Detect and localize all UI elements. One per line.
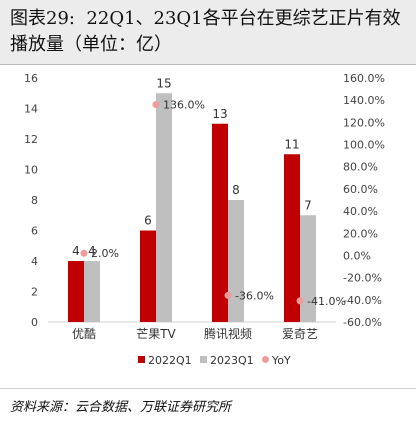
yoy-point xyxy=(296,297,304,305)
yoy-series: 2.0% 136.0% -36.0% -41.0% xyxy=(80,99,346,308)
yoy-point xyxy=(80,249,88,257)
bar-series: 4 4 6 15 13 8 11 7 xyxy=(68,76,316,322)
right-tick-label: 0.0% xyxy=(343,249,371,262)
yoy-label: 136.0% xyxy=(163,99,205,112)
left-tick-label: 14 xyxy=(24,103,38,116)
yoy-label: 2.0% xyxy=(91,247,119,260)
yoy-label: -36.0% xyxy=(235,289,274,302)
legend-swatch xyxy=(262,356,269,363)
legend-label: 2023Q1 xyxy=(210,354,254,367)
legend-label: YoY xyxy=(271,354,291,367)
right-tick-label: 40.0% xyxy=(343,205,378,218)
category-label: 芒果TV xyxy=(136,326,176,341)
bar-2022Q1 xyxy=(68,261,84,322)
legend-label: 2022Q1 xyxy=(148,354,192,367)
category-label: 爱奇艺 xyxy=(282,327,318,341)
legend-swatch xyxy=(200,356,207,363)
right-tick-label: -20.0% xyxy=(343,272,382,285)
category-label: 腾讯视频 xyxy=(204,326,252,341)
source-note: 资料来源：云合数据、万联证券研究所 xyxy=(10,400,232,415)
yoy-point xyxy=(152,101,160,109)
right-tick-label: 160.0% xyxy=(343,72,385,85)
left-tick-label: 0 xyxy=(31,316,38,329)
bar-value-label: 8 xyxy=(232,183,240,197)
left-tick-label: 16 xyxy=(24,72,38,85)
right-axis: -60.0% -40.0% -20.0% 0.0% 20.0% 40.0% 60.0% 80.… xyxy=(343,72,385,329)
category-labels: 优酷 芒果TV 腾讯视频 爱奇艺 xyxy=(72,326,318,341)
bar-2022Q1 xyxy=(284,154,300,322)
left-tick-label: 6 xyxy=(31,225,38,238)
right-tick-label: 100.0% xyxy=(343,139,385,152)
figure-header: 图表29: 22Q1、23Q1各平台在更综艺正片有效播放量（单位：亿） xyxy=(0,0,416,65)
right-tick-label: -60.0% xyxy=(343,316,382,329)
legend: 2022Q1 2023Q1 YoY xyxy=(138,354,291,367)
left-axis: 0 2 4 6 8 10 12 14 16 xyxy=(24,72,38,329)
bar-2023Q1 xyxy=(300,215,316,322)
yoy-point xyxy=(224,291,232,299)
right-tick-label: 20.0% xyxy=(343,227,378,240)
figure-title: 图表29: 22Q1、23Q1各平台在更综艺正片有效播放量（单位：亿） xyxy=(10,8,401,55)
left-tick-label: 8 xyxy=(31,194,38,207)
left-tick-label: 4 xyxy=(31,255,38,268)
left-tick-label: 10 xyxy=(24,164,38,177)
bar-2022Q1 xyxy=(140,230,156,322)
right-tick-label: 120.0% xyxy=(343,116,385,129)
right-tick-label: 140.0% xyxy=(343,94,385,107)
chart: 0 2 4 6 8 10 12 14 16 -60.0% -40.0% -20.0% 0.0% 20.0… xyxy=(24,72,385,367)
divider xyxy=(0,388,416,389)
yoy-label: -41.0% xyxy=(307,295,346,308)
bar-2022Q1 xyxy=(212,123,228,322)
bar-2023Q1 xyxy=(156,93,172,322)
right-tick-label: 80.0% xyxy=(343,161,378,174)
legend-swatch xyxy=(138,356,145,363)
bar-value-label: 4 xyxy=(72,244,80,258)
bar-value-label: 7 xyxy=(304,198,312,212)
left-tick-label: 2 xyxy=(31,286,38,299)
bar-2023Q1 xyxy=(84,261,100,322)
bar-value-label: 11 xyxy=(284,137,299,151)
right-tick-label: 60.0% xyxy=(343,183,378,196)
bar-value-label: 4 xyxy=(88,244,96,258)
bar-value-label: 15 xyxy=(156,76,171,90)
category-label: 优酷 xyxy=(72,327,96,341)
right-tick-label: -40.0% xyxy=(343,294,382,307)
left-tick-label: 12 xyxy=(24,133,38,146)
bar-value-label: 6 xyxy=(144,214,152,228)
bar-2023Q1 xyxy=(228,200,244,322)
bar-value-label: 13 xyxy=(212,107,227,121)
